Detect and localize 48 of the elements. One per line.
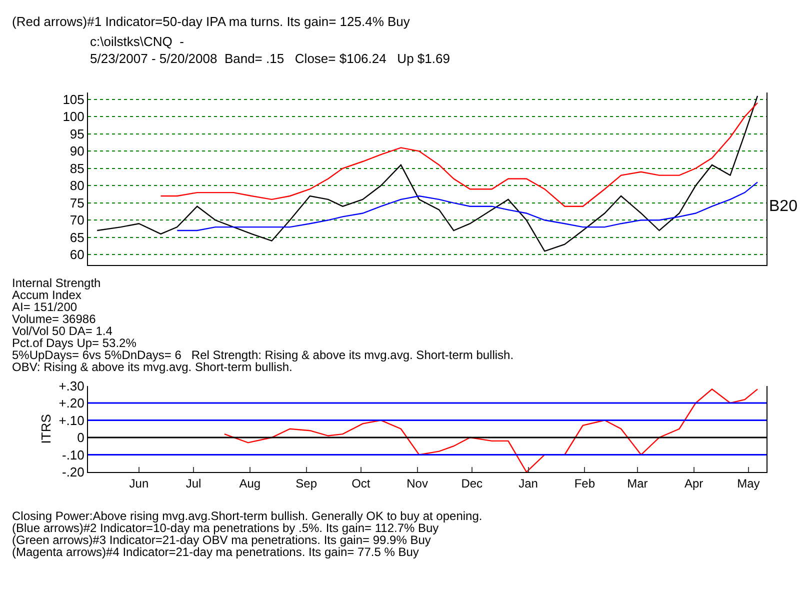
- y-tick-label: 100: [62, 109, 84, 124]
- x-tick-label: Dec: [461, 476, 483, 490]
- x-tick-label: Sep: [296, 476, 318, 490]
- x-tick-label: Mar: [627, 476, 648, 490]
- y-tick-label: 60: [70, 247, 84, 262]
- text: AI= 151/200: [12, 300, 78, 314]
- chart-title: (Red arrows)#1 Indicator=50-day IPA ma turns. Its gain= 125.4% Buy: [12, 14, 410, 29]
- text: Volume= 36986: [12, 312, 96, 326]
- text: OBV: Rising & above its mvg.avg. Short-term bullish.: [12, 360, 292, 374]
- x-tick-label: Feb: [574, 476, 596, 490]
- y-tick-label: -.10: [62, 447, 84, 462]
- y-tick-label: 70: [70, 212, 84, 228]
- text: Internal Strength: [12, 276, 101, 290]
- text: Pct.of Days Up= 53.2%: [12, 336, 137, 350]
- text: Closing Power:Above rising mvg.avg.Short-term bullish. Generally OK to buy at opening.: [12, 509, 482, 523]
- y-tick-label: +.10: [58, 412, 84, 428]
- x-tick-label: Aug: [239, 476, 261, 490]
- y-axis-title: ITRS: [38, 414, 54, 444]
- x-tick-label: Jun: [129, 476, 149, 490]
- text: Vol/Vol 50 DA= 1.4: [12, 324, 113, 338]
- text: (Green arrows)#3 Indicator=21-day OBV ma penetrations. Its gain= 99.9% Buy: [12, 533, 431, 547]
- x-tick-label: Nov: [406, 476, 428, 490]
- line-series: [96, 95, 758, 252]
- y-tick-label: 95: [70, 126, 84, 142]
- text: 5%UpDays= 6vs 5%DnDays= 6 Rel Strength: Rising & above its mvg.avg. Short-term bullish.: [12, 348, 514, 362]
- text: (Blue arrows)#2 Indicator=10-day ma penetrations by .5%. Its gain= 112.7% Buy: [12, 521, 439, 535]
- y-tick-label: 105: [62, 92, 84, 107]
- text: Accum Index: [12, 288, 82, 302]
- y-tick-label: 65: [70, 230, 84, 245]
- x-tick-label: Jul: [186, 476, 202, 490]
- y-tick-label: -.20: [62, 464, 84, 480]
- x-tick-label: Jan: [518, 476, 538, 490]
- line-series: [160, 102, 758, 207]
- y-tick-label: +.20: [58, 396, 84, 411]
- y-tick-label: 75: [70, 195, 84, 210]
- line-series: [224, 388, 758, 472]
- x-tick-label: May: [737, 476, 760, 490]
- y-tick-label: 85: [70, 160, 84, 176]
- y-tick-label: 0: [77, 430, 84, 446]
- text: (Magenta arrows)#4 Indicator=21-day ma penetrations. Its gain= 77.5 % Buy: [12, 545, 419, 559]
- line-series: [176, 182, 758, 232]
- chart-subtitle: c:\oilstks\CNQ - 5/23/2007 - 5/20/2008 Band= .15 Close= $106.24 Up $1.69: [90, 34, 450, 66]
- x-tick-label: Apr: [684, 476, 704, 490]
- y-tick-label: +.30: [58, 378, 84, 394]
- x-tick-label: Oct: [352, 476, 371, 490]
- y-tick-label: 80: [70, 178, 84, 194]
- text: B20: [769, 198, 798, 215]
- y-tick-label: 90: [70, 144, 84, 159]
